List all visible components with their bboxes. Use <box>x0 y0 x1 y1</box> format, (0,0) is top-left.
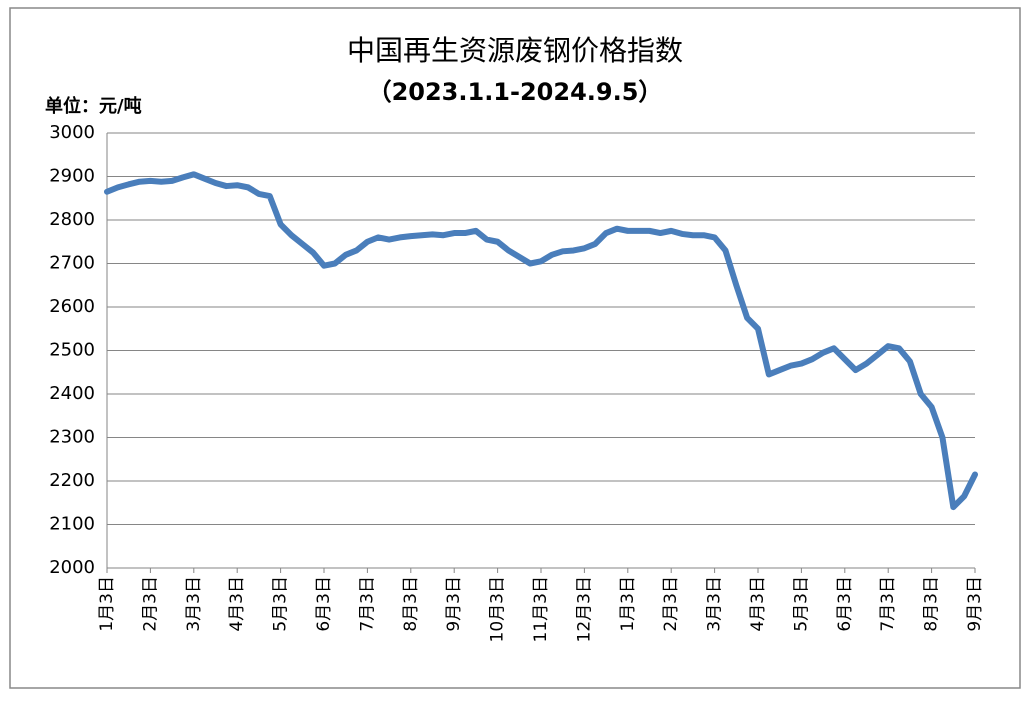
x-tick-label: 4月3日 <box>748 576 768 632</box>
x-tick-label: 7月3日 <box>878 576 898 632</box>
y-tick-label: 2500 <box>49 340 95 361</box>
x-tick-label: 5月3日 <box>271 576 291 632</box>
y-tick-label: 2200 <box>49 470 95 491</box>
y-tick-label: 2700 <box>49 253 95 274</box>
x-tick-label: 3月3日 <box>184 576 204 632</box>
x-tick-label: 2月3日 <box>661 576 681 632</box>
x-tick-label: 8月3日 <box>401 576 421 632</box>
chart-title: 中国再生资源废钢价格指数 <box>347 34 683 67</box>
x-tick-label: 4月3日 <box>227 576 247 632</box>
x-tick-label: 6月3日 <box>835 576 855 632</box>
y-tick-label: 2300 <box>49 427 95 448</box>
y-tick-label: 3000 <box>49 122 95 143</box>
line-series <box>104 171 978 511</box>
x-tick-label: 9月3日 <box>444 576 464 632</box>
x-tick-label: 1月3日 <box>618 576 638 632</box>
y-tick-label: 2800 <box>49 209 95 230</box>
y-tick-label: 2400 <box>49 383 95 404</box>
x-tick-label: 2月3日 <box>140 576 160 632</box>
x-tick-label: 12月3日 <box>574 576 594 642</box>
x-tick-label: 9月3日 <box>965 576 985 632</box>
chart-subtitle: （2023.1.1-2024.9.5） <box>368 78 663 106</box>
chart-border <box>9 7 1021 689</box>
x-tick-label: 5月3日 <box>791 576 811 632</box>
x-tick-label: 11月3日 <box>531 576 551 642</box>
x-tick-label: 1月3日 <box>97 576 117 632</box>
x-tick-label: 6月3日 <box>314 576 334 632</box>
y-tick-label: 2900 <box>49 166 95 187</box>
x-tick-label: 8月3日 <box>922 576 942 632</box>
x-tick-label: 3月3日 <box>705 576 725 632</box>
y-unit: 单位：元/吨 <box>45 95 142 117</box>
y-tick-label: 2600 <box>49 296 95 317</box>
y-tick-label: 2000 <box>49 557 95 578</box>
y-tick-label: 2100 <box>49 514 95 535</box>
x-tick-label: 10月3日 <box>488 576 508 642</box>
x-tick-label: 7月3日 <box>357 576 377 632</box>
